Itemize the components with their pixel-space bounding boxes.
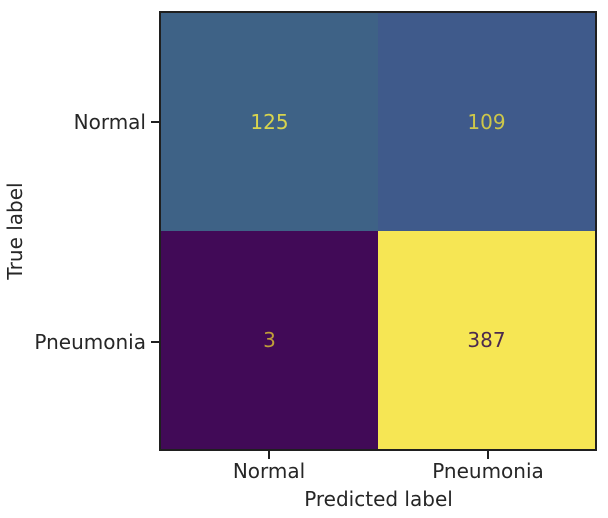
x-tick-label-pneumonia: Pneumonia — [432, 459, 544, 483]
x-tick-mark-pneumonia — [487, 451, 489, 459]
y-tick-mark-pneumonia — [151, 341, 159, 343]
cell-value: 3 — [263, 328, 276, 352]
x-tick-mark-normal — [268, 451, 270, 459]
heatmap-cell-true-pneumonia-pred-pneumonia: 387 — [378, 231, 595, 449]
y-tick-label-normal: Normal — [73, 110, 146, 134]
heatmap-cell-true-normal-pred-pneumonia: 109 — [378, 13, 595, 231]
x-axis-label: Predicted label — [304, 487, 453, 511]
y-tick-mark-normal — [151, 121, 159, 123]
cell-value: 125 — [250, 110, 289, 134]
heatmap-cell-true-pneumonia-pred-normal: 3 — [161, 231, 378, 449]
heatmap-plot-area: 125 109 3 387 — [159, 11, 597, 451]
x-tick-label-normal: Normal — [232, 459, 306, 483]
y-tick-label-pneumonia: Pneumonia — [34, 330, 146, 354]
cell-value: 387 — [467, 328, 506, 352]
heatmap-cell-true-normal-pred-normal: 125 — [161, 13, 378, 231]
cell-value: 109 — [467, 110, 506, 134]
y-axis-label: True label — [3, 182, 27, 280]
